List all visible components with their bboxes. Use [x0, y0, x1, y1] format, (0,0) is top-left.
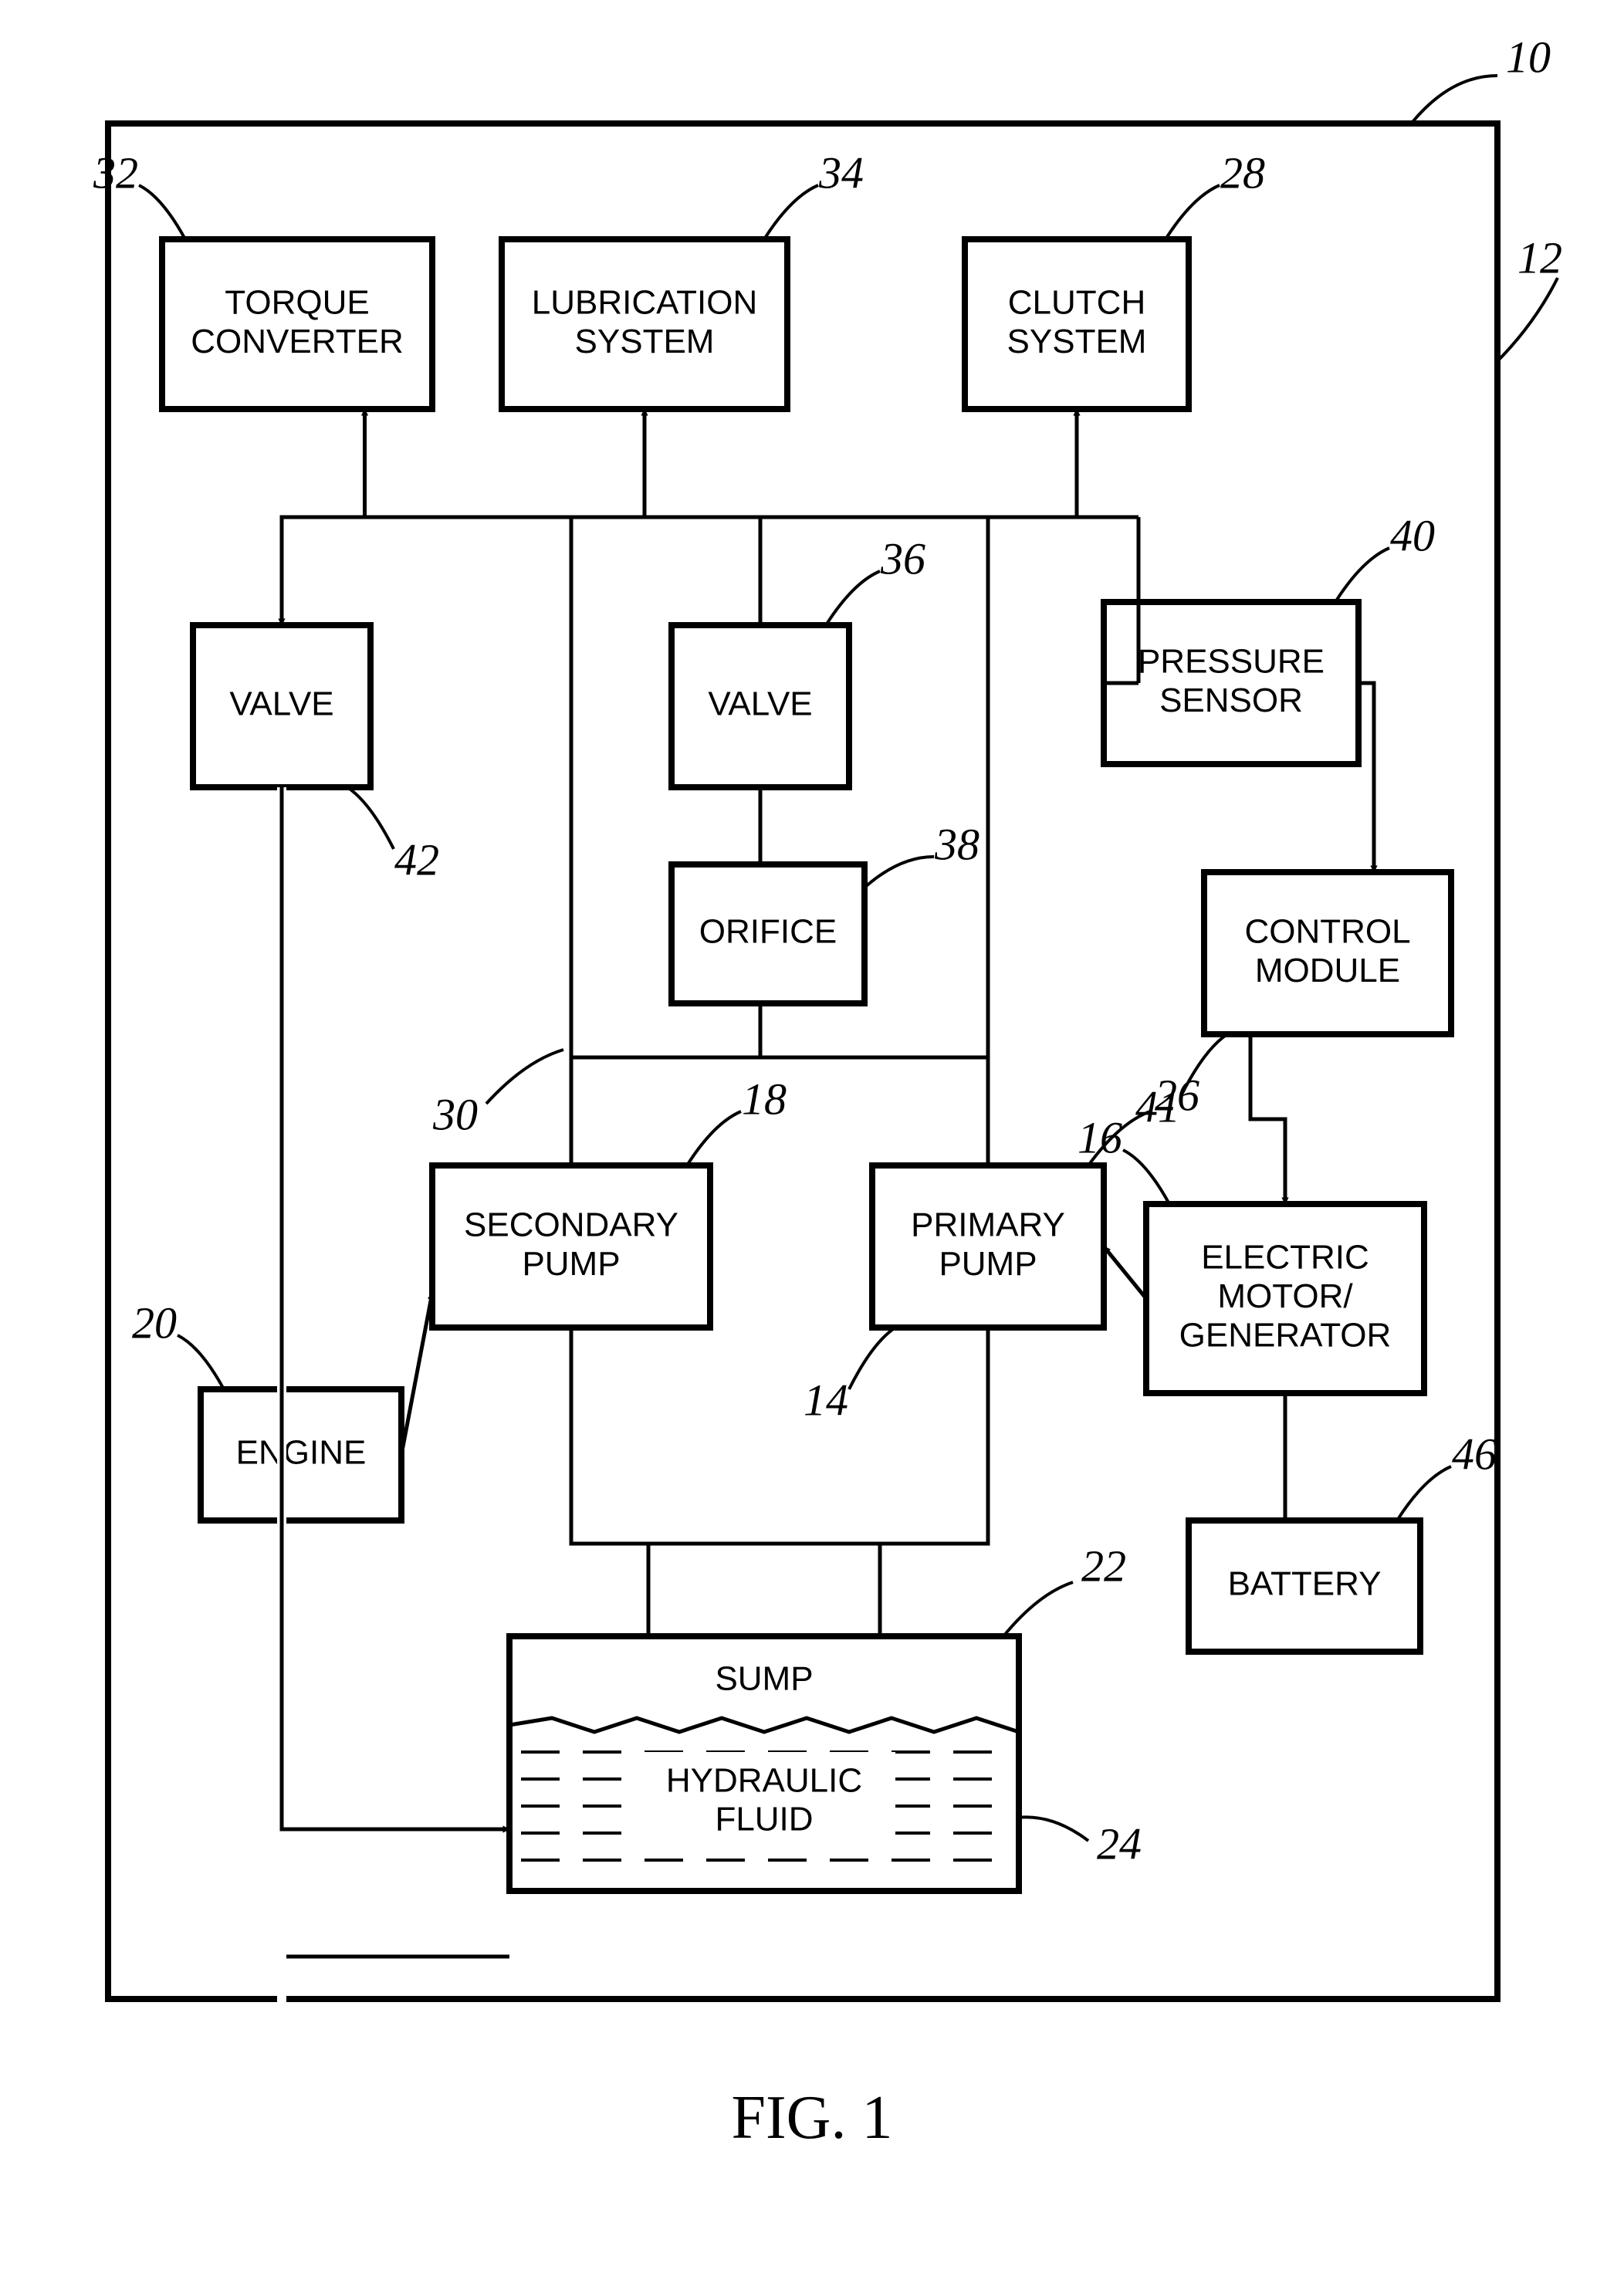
svg-text:PRESSURE: PRESSURE	[1138, 642, 1325, 680]
svg-text:HYDRAULIC: HYDRAULIC	[666, 1762, 862, 1800]
svg-text:20: 20	[132, 1297, 177, 1348]
svg-text:SYSTEM: SYSTEM	[575, 323, 715, 360]
svg-text:12: 12	[1517, 232, 1562, 282]
svg-text:28: 28	[1220, 147, 1265, 198]
svg-text:FIG. 1: FIG. 1	[732, 2084, 893, 2152]
svg-text:18: 18	[742, 1074, 787, 1124]
svg-text:22: 22	[1081, 1541, 1126, 1591]
svg-text:CONTROL: CONTROL	[1244, 912, 1410, 950]
svg-text:30: 30	[432, 1089, 478, 1139]
svg-text:42: 42	[394, 834, 439, 885]
svg-text:CONVERTER: CONVERTER	[191, 323, 403, 360]
svg-text:GENERATOR: GENERATOR	[1179, 1317, 1392, 1355]
svg-text:SECONDARY: SECONDARY	[464, 1206, 678, 1243]
svg-text:VALVE: VALVE	[708, 685, 812, 723]
svg-text:32: 32	[93, 147, 138, 198]
svg-text:SUMP: SUMP	[715, 1660, 813, 1698]
svg-text:ORIFICE: ORIFICE	[699, 913, 837, 951]
svg-text:VALVE: VALVE	[229, 685, 333, 723]
svg-text:ENGINE: ENGINE	[236, 1434, 367, 1472]
svg-text:FLUID: FLUID	[715, 1801, 813, 1838]
svg-text:36: 36	[880, 533, 925, 583]
svg-text:PUMP: PUMP	[939, 1245, 1037, 1283]
svg-text:PUMP: PUMP	[522, 1245, 620, 1283]
svg-text:MOTOR/: MOTOR/	[1217, 1277, 1353, 1315]
svg-text:40: 40	[1390, 510, 1435, 560]
svg-text:24: 24	[1097, 1818, 1142, 1869]
svg-text:16: 16	[1078, 1112, 1122, 1162]
svg-text:TORQUE: TORQUE	[225, 283, 369, 321]
svg-text:CLUTCH: CLUTCH	[1008, 283, 1145, 321]
svg-text:46: 46	[1452, 1429, 1497, 1479]
svg-text:14: 14	[804, 1375, 848, 1425]
svg-text:38: 38	[934, 819, 979, 869]
svg-text:34: 34	[818, 147, 864, 198]
svg-text:ELECTRIC: ELECTRIC	[1201, 1239, 1369, 1277]
svg-text:10: 10	[1506, 32, 1551, 82]
svg-text:BATTERY: BATTERY	[1228, 1565, 1382, 1603]
svg-text:SYSTEM: SYSTEM	[1007, 323, 1147, 360]
svg-text:PRIMARY: PRIMARY	[911, 1206, 1065, 1243]
svg-text:SENSOR: SENSOR	[1159, 682, 1303, 719]
svg-text:LUBRICATION: LUBRICATION	[532, 283, 758, 321]
svg-text:26: 26	[1155, 1070, 1199, 1120]
svg-text:MODULE: MODULE	[1255, 952, 1400, 989]
